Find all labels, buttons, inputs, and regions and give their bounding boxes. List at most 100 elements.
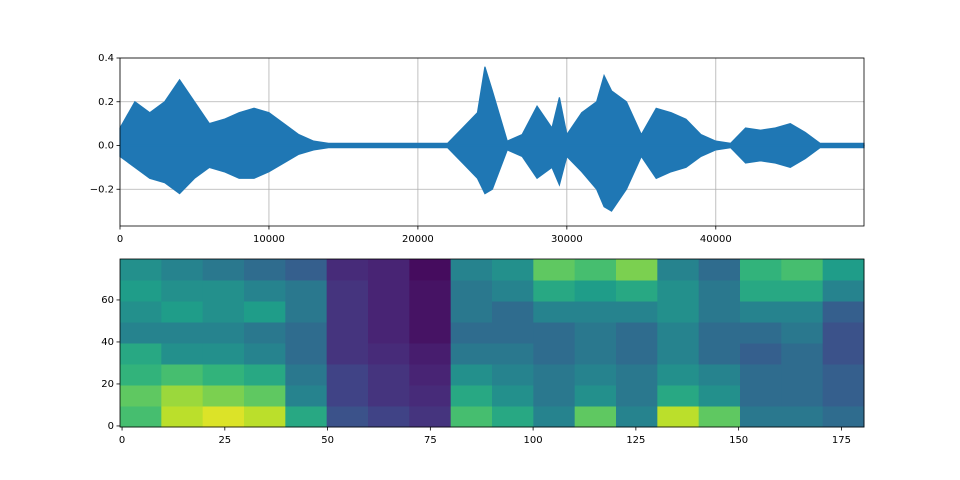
heatmap-cell <box>450 280 493 302</box>
heatmap-cell <box>326 301 369 323</box>
heatmap-cell <box>698 280 741 302</box>
heatmap-cell <box>740 322 782 344</box>
heatmap-cell <box>492 364 534 386</box>
heatmap-cell <box>368 301 410 323</box>
heatmap-cell <box>326 259 369 281</box>
heatmap-cell <box>698 259 741 281</box>
heatmap-cell <box>450 322 493 344</box>
heatmap-cell <box>450 259 493 281</box>
x-tick-label: 125 <box>626 435 645 446</box>
heatmap-cell <box>657 406 700 428</box>
heatmap-cell <box>326 322 369 344</box>
x-tick-label: 20000 <box>402 234 434 245</box>
heatmap-cell <box>574 343 617 365</box>
heatmap-cell <box>533 364 576 386</box>
heatmap-cell <box>740 259 782 281</box>
heatmap-cell <box>161 385 204 407</box>
heatmap-cell <box>740 406 782 428</box>
heatmap-cell <box>740 385 782 407</box>
heatmap-cell <box>698 322 741 344</box>
heatmap-cell <box>120 406 162 428</box>
heatmap-cell <box>781 385 824 407</box>
heatmap-cell <box>161 364 204 386</box>
heatmap-cell <box>161 301 204 323</box>
heatmap-cell <box>202 343 245 365</box>
y-tick-label: 20 <box>101 379 114 390</box>
heatmap-cell <box>657 322 700 344</box>
heatmap-cell <box>368 343 410 365</box>
heatmap-cell <box>616 406 658 428</box>
heatmap-cell <box>285 280 328 302</box>
y-tick-label: 0.0 <box>98 141 114 152</box>
heatmap-cell <box>781 343 824 365</box>
heatmap-cell <box>202 406 245 428</box>
heatmap-cell <box>244 280 286 302</box>
heatmap-cell <box>574 301 617 323</box>
heatmap-cell <box>326 406 369 428</box>
heatmap-cell <box>574 406 617 428</box>
heatmap-cell <box>161 259 204 281</box>
heatmap-cell <box>326 364 369 386</box>
heatmap-cell <box>533 322 576 344</box>
heatmap-cell <box>822 259 865 281</box>
x-tick-label: 100 <box>524 435 543 446</box>
heatmap-cell <box>244 385 286 407</box>
heatmap-cell <box>616 322 658 344</box>
heatmap-cell <box>574 364 617 386</box>
heatmap-cell <box>409 280 452 302</box>
heatmap-cell <box>740 280 782 302</box>
heatmap-cell <box>450 385 493 407</box>
x-tick-label: 40000 <box>700 234 732 245</box>
heatmap-cell <box>698 385 741 407</box>
heatmap-cell <box>120 301 162 323</box>
heatmap-cell <box>244 259 286 281</box>
heatmap-cell <box>202 259 245 281</box>
heatmap-cell <box>120 385 162 407</box>
heatmap-cell <box>698 364 741 386</box>
heatmap-cell <box>492 406 534 428</box>
heatmap-cell <box>657 301 700 323</box>
x-tick-label: 50 <box>321 435 334 446</box>
heatmap-cell <box>161 406 204 428</box>
heatmap-cell <box>574 280 617 302</box>
heatmap-cell <box>616 343 658 365</box>
heatmap-cell <box>616 385 658 407</box>
heatmap-cell <box>409 385 452 407</box>
x-tick-label: 75 <box>424 435 437 446</box>
heatmap-cell <box>285 301 328 323</box>
x-tick-label: 0 <box>117 234 123 245</box>
x-tick-label: 175 <box>832 435 851 446</box>
heatmap-cell <box>740 301 782 323</box>
heatmap-cell <box>533 385 576 407</box>
heatmap-cell <box>409 322 452 344</box>
heatmap-cell <box>120 259 162 281</box>
heatmap-cell <box>657 259 700 281</box>
heatmap-cell <box>450 364 493 386</box>
x-tick-label: 30000 <box>551 234 583 245</box>
heatmap-cell <box>533 301 576 323</box>
heatmap-cell <box>740 364 782 386</box>
heatmap-cell <box>202 322 245 344</box>
heatmap-cell <box>368 364 410 386</box>
heatmap-cell <box>657 280 700 302</box>
heatmap-cell <box>616 259 658 281</box>
heatmap-cell <box>822 343 865 365</box>
y-tick-label: 40 <box>101 337 114 348</box>
waveform-area <box>119 66 865 147</box>
axes-frame <box>119 57 865 227</box>
heatmap-cell <box>698 406 741 428</box>
heatmap-cell <box>698 301 741 323</box>
heatmap-cell <box>492 280 534 302</box>
heatmap-cell <box>616 301 658 323</box>
heatmap-cell <box>368 322 410 344</box>
heatmap-cell <box>409 259 452 281</box>
heatmap-cell <box>202 280 245 302</box>
heatmap-cell <box>533 406 576 428</box>
heatmap-cell <box>368 385 410 407</box>
y-tick-label: 0.2 <box>98 97 114 108</box>
x-tick-label: 150 <box>729 435 748 446</box>
heatmap-cell <box>616 364 658 386</box>
heatmap-cell <box>657 343 700 365</box>
y-tick-label: 0.4 <box>98 53 114 64</box>
